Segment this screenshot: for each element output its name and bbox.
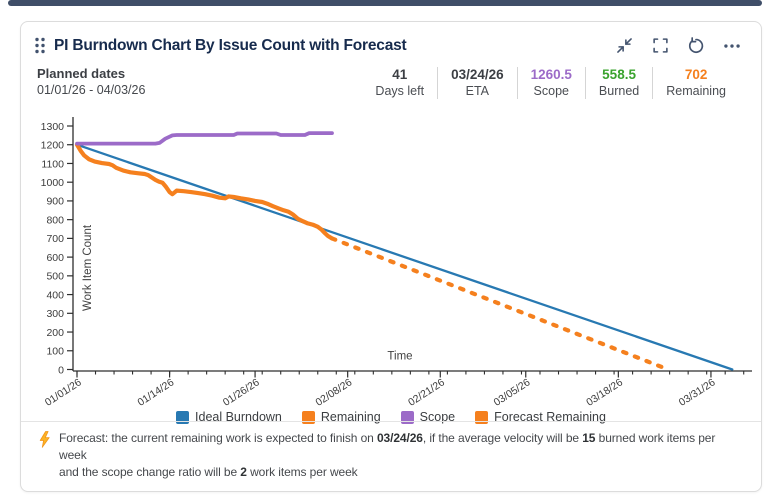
legend-swatch	[400, 410, 414, 424]
legend-swatch	[301, 410, 315, 424]
adjacent-widget-edge	[8, 0, 762, 6]
widget-header: PI Burndown Chart By Issue Count with Fo…	[21, 22, 761, 56]
expand-icon	[652, 38, 668, 53]
stat-remaining-label: Remaining	[666, 84, 726, 98]
legend-item-scope[interactable]: Scope	[400, 410, 456, 424]
planned-dates: Planned dates 01/01/26 - 04/03/26	[37, 66, 145, 97]
stat-scope-label: Scope	[533, 84, 569, 98]
forecast-text: Forecast: the current remaining work is …	[59, 431, 716, 479]
stats-divider	[516, 67, 518, 99]
stat-burned-label: Burned	[598, 84, 640, 98]
lightning-bolt-icon	[39, 431, 50, 448]
fullscreen-button[interactable]	[647, 35, 673, 57]
collapse-icon	[616, 38, 632, 53]
stat-remaining: 702 Remaining	[653, 66, 739, 98]
widget-title: PI Burndown Chart By Issue Count with Fo…	[54, 36, 407, 54]
stats-divider	[584, 67, 586, 99]
stat-scope: 1260.5 Scope	[518, 66, 585, 98]
refresh-icon	[688, 36, 704, 53]
legend-label: Forecast Remaining	[494, 410, 606, 424]
collapse-button[interactable]	[611, 35, 637, 57]
more-options-button[interactable]	[719, 35, 745, 57]
stat-eta-label: ETA	[465, 84, 490, 98]
stats-divider	[652, 67, 654, 99]
stats-row: Planned dates 01/01/26 - 04/03/26 41 Day…	[21, 56, 761, 99]
legend-swatch	[475, 410, 489, 424]
refresh-button[interactable]	[683, 35, 709, 57]
legend-item-forecast-remaining[interactable]: Forecast Remaining	[475, 410, 606, 424]
planned-dates-label: Planned dates	[37, 66, 126, 81]
legend-item-remaining[interactable]: Remaining	[301, 410, 381, 424]
stat-remaining-value: 702	[684, 67, 708, 82]
legend-swatch	[176, 410, 190, 424]
forecast-footer: Forecast: the current remaining work is …	[21, 421, 761, 491]
stat-days-left: 41 Days left	[362, 66, 437, 98]
drag-handle-icon[interactable]	[34, 37, 46, 54]
stat-burned: 558.5 Burned	[586, 66, 652, 98]
stat-days-left-label: Days left	[375, 84, 425, 98]
more-icon	[724, 43, 740, 48]
legend-label: Scope	[419, 410, 456, 424]
chart-legend: Ideal Burndown Remaining Scope Forecast Rem…	[21, 410, 761, 424]
stat-burned-value: 558.5	[602, 67, 636, 82]
stats-divider	[437, 67, 439, 99]
stat-scope-value: 1260.5	[530, 67, 572, 82]
planned-dates-range: 01/01/26 - 04/03/26	[37, 83, 146, 97]
widget-card: PI Burndown Chart By Issue Count with Fo…	[20, 21, 762, 492]
legend-label: Ideal Burndown	[195, 410, 282, 424]
stat-eta-value: 03/24/26	[451, 67, 504, 82]
stat-eta: 03/24/26 ETA	[438, 66, 517, 98]
stat-days-left-value: 41	[392, 67, 408, 82]
legend-label: Remaining	[320, 410, 381, 424]
legend-item-ideal-burndown[interactable]: Ideal Burndown	[176, 410, 282, 424]
